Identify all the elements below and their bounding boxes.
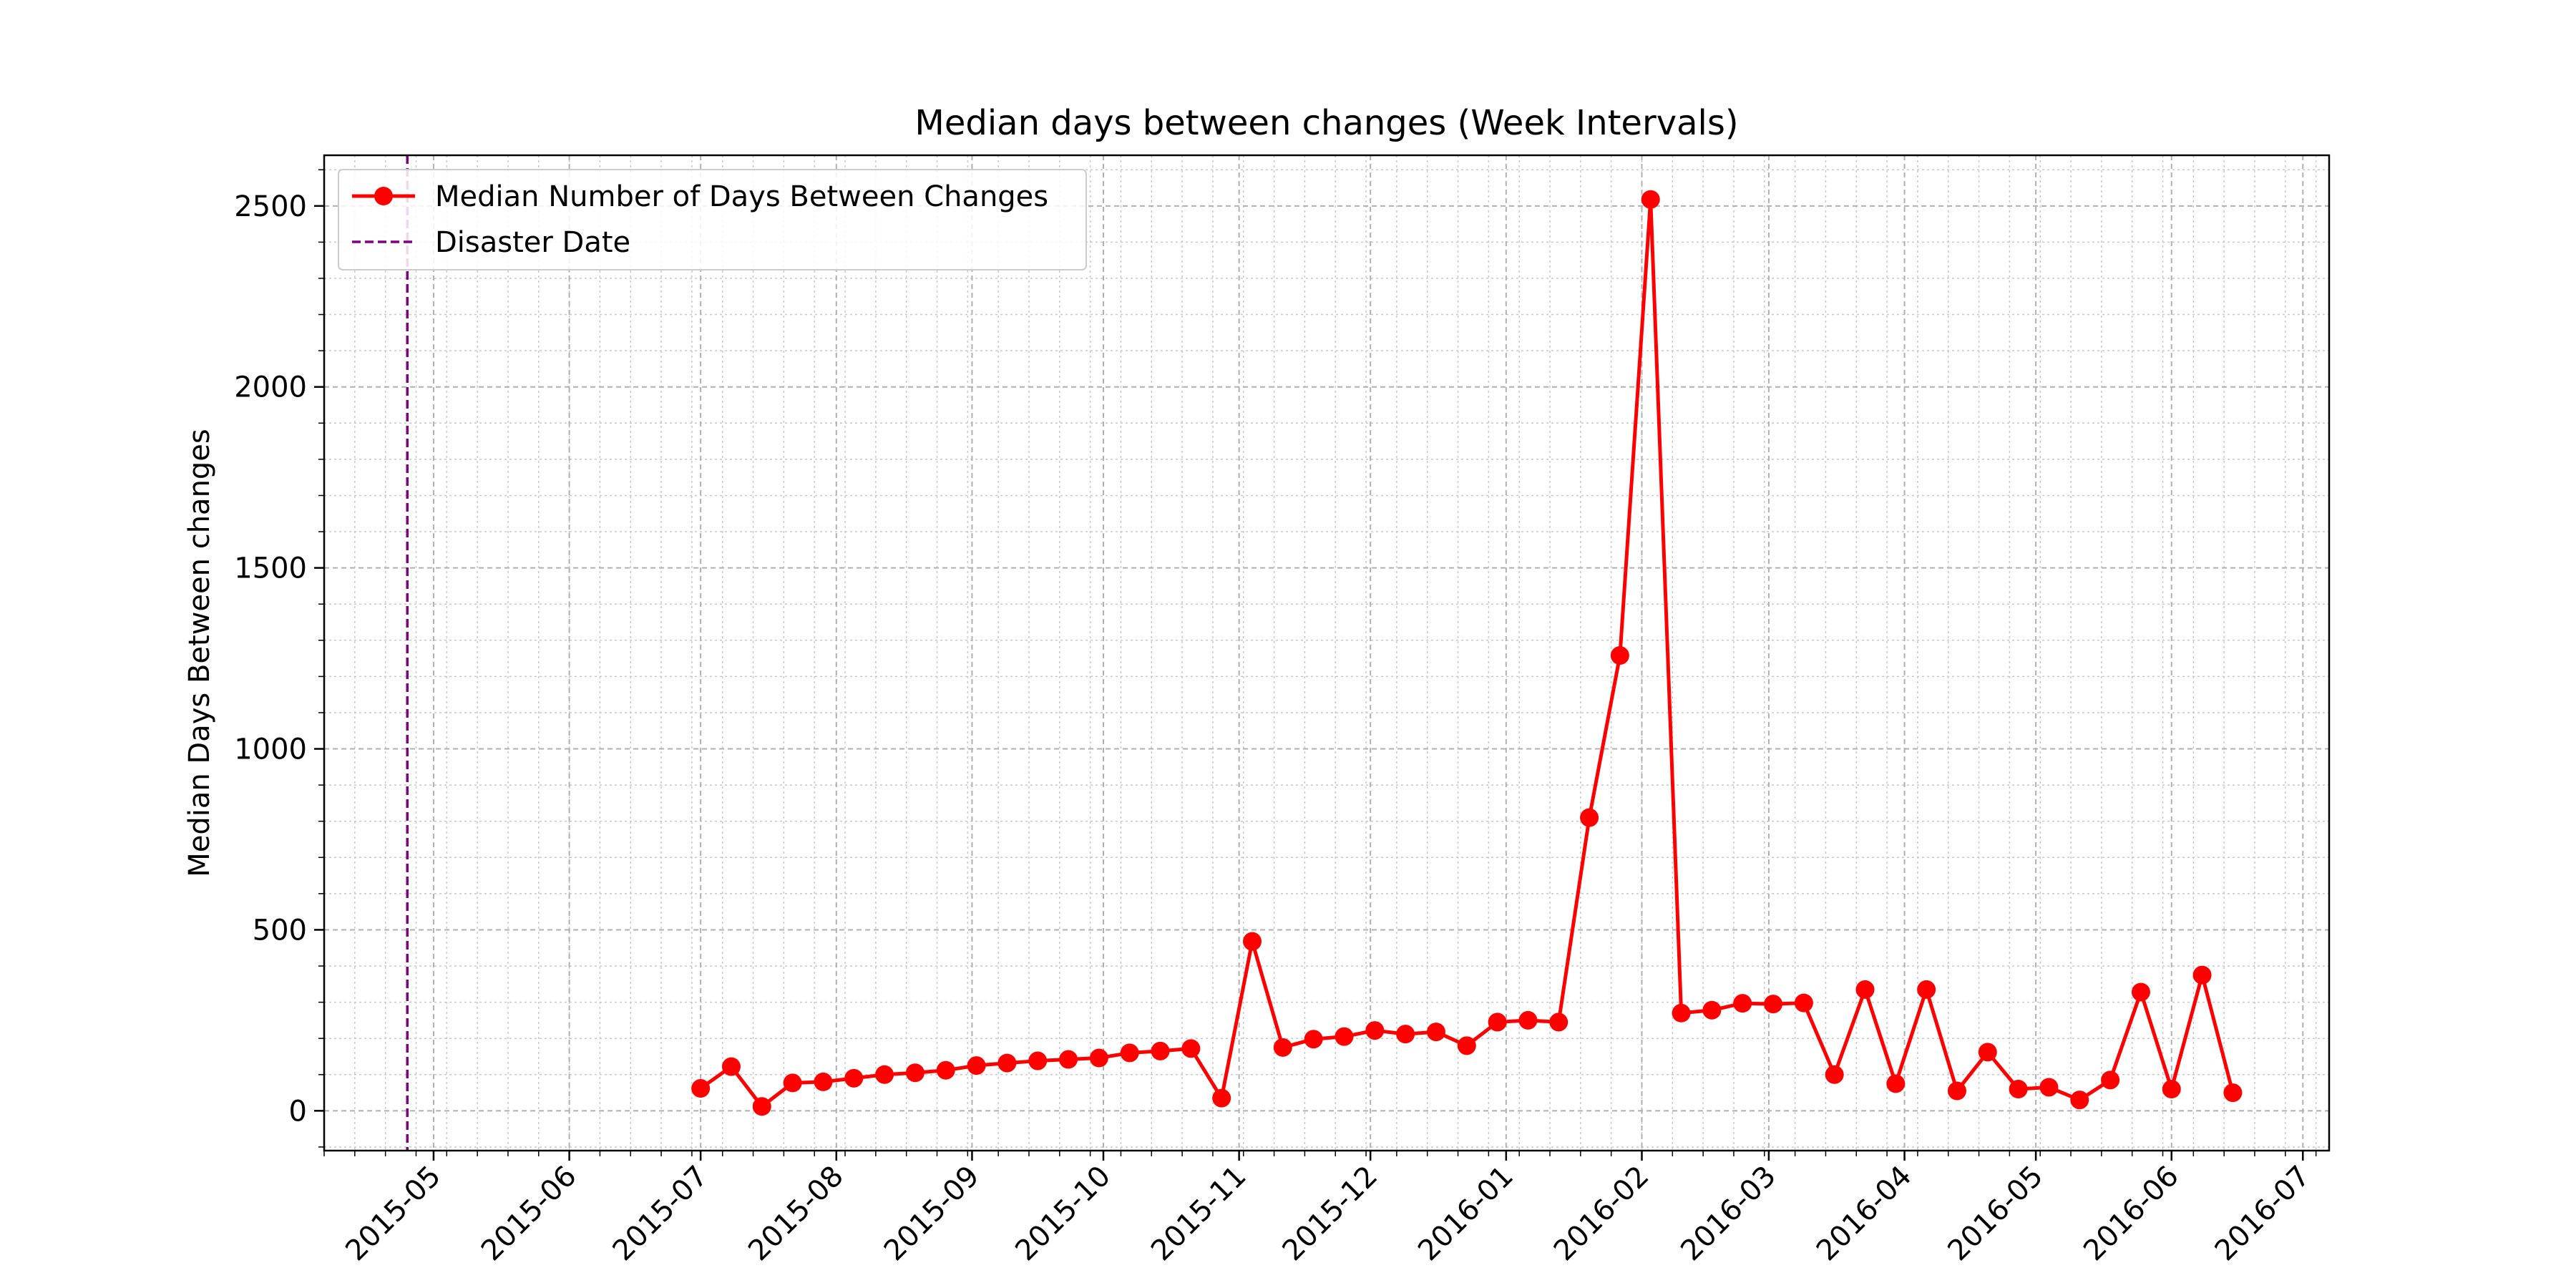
y-tick-label: 500: [253, 914, 307, 947]
y-tick-label: 1000: [234, 733, 307, 766]
data-point: [936, 1060, 955, 1080]
data-point: [905, 1063, 924, 1083]
legend-label-disaster-date: Disaster Date: [435, 226, 630, 259]
data-point: [1518, 1010, 1538, 1030]
series-layer: [691, 190, 2243, 1116]
data-point: [2223, 1083, 2243, 1103]
data-point: [691, 1078, 711, 1098]
data-point: [1794, 993, 1813, 1013]
data-point: [814, 1072, 833, 1091]
x-tick-label: 2015-05: [339, 1160, 447, 1268]
data-point: [1457, 1036, 1476, 1055]
data-point: [1365, 1021, 1385, 1040]
legend-box: [338, 169, 1087, 270]
data-point: [1610, 646, 1629, 665]
x-tick-label: 2015-12: [1277, 1160, 1385, 1268]
data-point: [1242, 932, 1262, 951]
x-tick-label: 2015-06: [475, 1160, 583, 1268]
minor-grid: [323, 155, 2329, 1151]
data-point: [1089, 1048, 1108, 1068]
data-point: [2039, 1078, 2059, 1097]
data-point: [2192, 965, 2212, 985]
data-point: [1580, 808, 1599, 827]
data-point: [2162, 1080, 2181, 1099]
major-grid: [324, 155, 2329, 1151]
data-point: [721, 1057, 741, 1076]
data-point: [844, 1068, 864, 1088]
data-point: [1917, 980, 1936, 999]
x-tick-label: 2015-08: [742, 1160, 850, 1268]
data-point: [1335, 1027, 1354, 1046]
data-point: [1764, 995, 1783, 1014]
x-tick-label: 2015-07: [606, 1160, 714, 1268]
x-tick-label: 2016-07: [2209, 1160, 2317, 1268]
data-point: [1672, 1003, 1691, 1023]
data-point: [1733, 994, 1752, 1013]
data-point: [783, 1073, 802, 1093]
x-tick-label: 2015-10: [1009, 1160, 1117, 1268]
y-tick-label: 2500: [234, 190, 307, 223]
data-point: [2009, 1080, 2028, 1099]
data-point: [1978, 1043, 1997, 1062]
data-point: [2070, 1091, 2089, 1110]
x-tick-label: 2016-05: [1941, 1160, 2049, 1268]
data-point: [1426, 1023, 1445, 1042]
legend-label-series: Median Number of Days Between Changes: [435, 180, 1048, 213]
data-point: [1702, 1000, 1722, 1020]
data-point: [1488, 1013, 1507, 1032]
x-tick-label: 2016-03: [1674, 1160, 1782, 1268]
data-point: [2131, 982, 2150, 1002]
axis-ticks: [314, 169, 2317, 1161]
data-point: [1212, 1088, 1231, 1108]
legend: Median Number of Days Between Changes Di…: [338, 169, 1087, 270]
plot-frame: [323, 154, 2331, 1152]
data-point: [1641, 190, 1660, 209]
x-tick-label: 2015-09: [878, 1160, 986, 1268]
data-point: [967, 1056, 986, 1075]
x-tick-label: 2016-02: [1548, 1160, 1656, 1268]
data-point: [1947, 1081, 1966, 1101]
data-point: [1825, 1065, 1844, 1084]
data-point: [1151, 1041, 1170, 1060]
x-tick-label: 2015-11: [1145, 1160, 1253, 1268]
data-point: [1028, 1051, 1048, 1070]
y-tick-label: 2000: [234, 371, 307, 404]
x-tick-label: 2016-01: [1412, 1160, 1520, 1268]
y-axis-label: Median Days Between changes: [183, 429, 216, 877]
data-point: [997, 1053, 1017, 1073]
data-point: [752, 1097, 771, 1116]
data-point: [1304, 1030, 1323, 1049]
y-tick-label: 0: [289, 1095, 307, 1128]
data-point: [875, 1065, 894, 1084]
data-point: [1273, 1038, 1292, 1057]
legend-marker-series: [374, 187, 393, 205]
data-point: [2101, 1070, 2120, 1090]
data-point: [1181, 1039, 1201, 1058]
tick-labels: 2015-05 2015-06 2015-07 2015-08 2015-09 2015-…: [234, 190, 2316, 1267]
data-point: [1886, 1074, 1906, 1093]
data-point: [1855, 980, 1875, 999]
x-tick-label: 2016-06: [2077, 1160, 2185, 1268]
y-tick-label: 1500: [234, 552, 307, 585]
data-point: [1396, 1025, 1415, 1044]
data-point: [1549, 1013, 1568, 1032]
chart-title: Median days between changes (Week Interv…: [914, 103, 1738, 143]
data-point: [1120, 1043, 1139, 1063]
x-tick-label: 2016-04: [1810, 1160, 1918, 1268]
data-point: [1059, 1050, 1078, 1069]
series-line: [699, 197, 2235, 1108]
